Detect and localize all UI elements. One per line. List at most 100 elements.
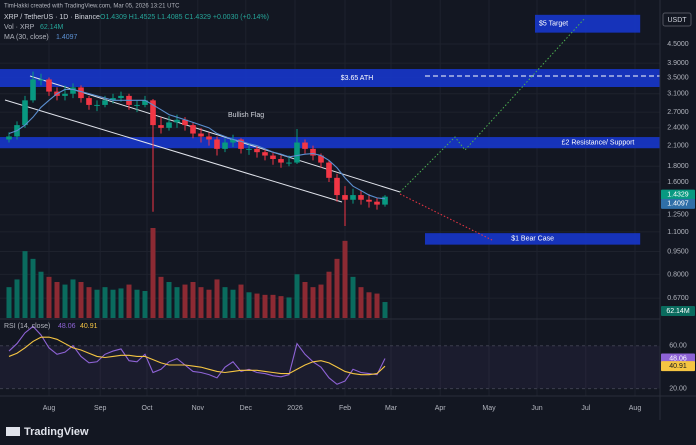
volume-bar <box>230 289 236 318</box>
currency-box[interactable] <box>662 12 692 27</box>
volume-bar <box>46 276 52 318</box>
candle-body <box>206 136 212 140</box>
volume-bar <box>302 282 308 318</box>
candle-body <box>158 125 164 128</box>
flag-upper <box>29 75 401 193</box>
rsi-tick-label: 60.00 <box>669 343 687 350</box>
price-tag-label: 1.4329 <box>667 192 689 199</box>
candle-body <box>286 162 292 164</box>
candle-body <box>70 87 76 94</box>
rsi-ma-value: 40.91 <box>80 323 98 330</box>
bull-projection <box>399 17 586 193</box>
volume-bar <box>30 258 36 318</box>
ma-line <box>8 88 386 200</box>
volume-bar <box>246 292 252 318</box>
y-tick-label: 1.2500 <box>667 212 689 219</box>
y-tick-label: 2.1000 <box>667 143 689 150</box>
currency[interactable]: USDT <box>667 17 687 24</box>
x-tick-label: Nov <box>192 405 205 412</box>
candle-body <box>150 100 156 126</box>
volume-bar <box>150 228 156 318</box>
y-tick-label: 3.5000 <box>667 74 689 81</box>
volume-bar <box>126 284 132 318</box>
y-tick-label: 2.7000 <box>667 109 689 116</box>
volume-bar <box>158 276 164 318</box>
volume-bar <box>254 293 260 318</box>
y-tick-label: 0.8000 <box>667 271 689 278</box>
zone-label: $1 Bear Case <box>511 236 554 243</box>
candle-body <box>182 119 188 126</box>
volume-bar <box>342 240 348 318</box>
candle-body <box>174 119 180 123</box>
zone <box>425 233 641 245</box>
candle-body <box>30 79 36 101</box>
flag-lower <box>4 99 343 203</box>
candle-body <box>326 162 332 178</box>
x-tick-label: Dec <box>240 405 253 412</box>
candle-body <box>190 125 196 134</box>
zone <box>0 137 660 149</box>
x-tick-label: Aug <box>43 405 56 412</box>
zones: $3.65 ATH £2 Resistance/ Support $5 Target… <box>0 14 660 245</box>
price-tag <box>661 189 695 200</box>
candle-body <box>238 139 244 149</box>
candle-body <box>270 155 276 160</box>
y-tick-label: 0.9500 <box>667 248 689 255</box>
ma-legend: MA (30, close) <box>4 34 49 41</box>
annotation: Bullish Flag <box>228 112 264 119</box>
price-tag <box>661 353 695 364</box>
candle-body <box>118 95 124 99</box>
x-tick-label: Mar <box>385 405 398 412</box>
logo-mark <box>6 427 20 436</box>
zone <box>535 14 641 33</box>
volume-bar <box>278 296 284 318</box>
volume-value: 62.14M <box>40 24 64 31</box>
volume-bar <box>262 294 268 318</box>
price-tag-label: 62.14M <box>666 308 690 315</box>
volume-bar <box>206 289 212 318</box>
zone-label: $5 Target <box>539 21 568 28</box>
candle-body <box>358 195 364 200</box>
volume-bar <box>14 279 20 318</box>
volume-bar <box>294 274 300 318</box>
volume-bar <box>134 289 140 318</box>
candle-body <box>342 195 348 200</box>
zone-label: $3.65 ATH <box>341 75 374 82</box>
price-tag-label: 48.06 <box>669 355 687 362</box>
volume-bar <box>326 271 332 318</box>
volume-bar <box>110 289 116 318</box>
volume-bar <box>366 292 372 318</box>
candle-body <box>294 142 300 163</box>
volume-legend: Vol · XRP <box>4 24 35 31</box>
candle-body <box>262 152 268 156</box>
rsi-tick-label: 20.00 <box>669 385 687 392</box>
zone-label: £2 Resistance/ Support <box>562 139 635 146</box>
volume-bar <box>166 282 172 318</box>
y-tick-label: 4.5000 <box>667 41 689 48</box>
candle-body <box>278 159 284 163</box>
volume-bar <box>214 279 220 318</box>
volume-bar <box>174 287 180 318</box>
volume-bar <box>334 258 340 318</box>
plot: Bullish Flag <box>4 17 586 385</box>
price-tag-label: 40.91 <box>669 363 687 370</box>
volume-bar <box>78 282 84 318</box>
candle-body <box>110 98 116 101</box>
volume-bar <box>358 287 364 318</box>
candle-body <box>166 122 172 128</box>
candle-body <box>102 100 108 105</box>
candle-body <box>366 199 372 202</box>
candle-body <box>22 100 28 126</box>
candle-body <box>6 136 12 140</box>
volume-bar <box>310 287 316 318</box>
volume-bar <box>54 282 60 318</box>
volume-bar <box>382 302 388 318</box>
candle-body <box>230 139 236 143</box>
price-tag <box>661 361 695 372</box>
y-tick-label: 1.6000 <box>667 179 689 186</box>
candle-body <box>254 148 260 153</box>
x-tick-label: May <box>482 405 496 412</box>
rsi-band <box>0 345 660 389</box>
volume-bar <box>94 289 100 318</box>
rsi-legend: RSI (14, close) <box>4 323 50 330</box>
